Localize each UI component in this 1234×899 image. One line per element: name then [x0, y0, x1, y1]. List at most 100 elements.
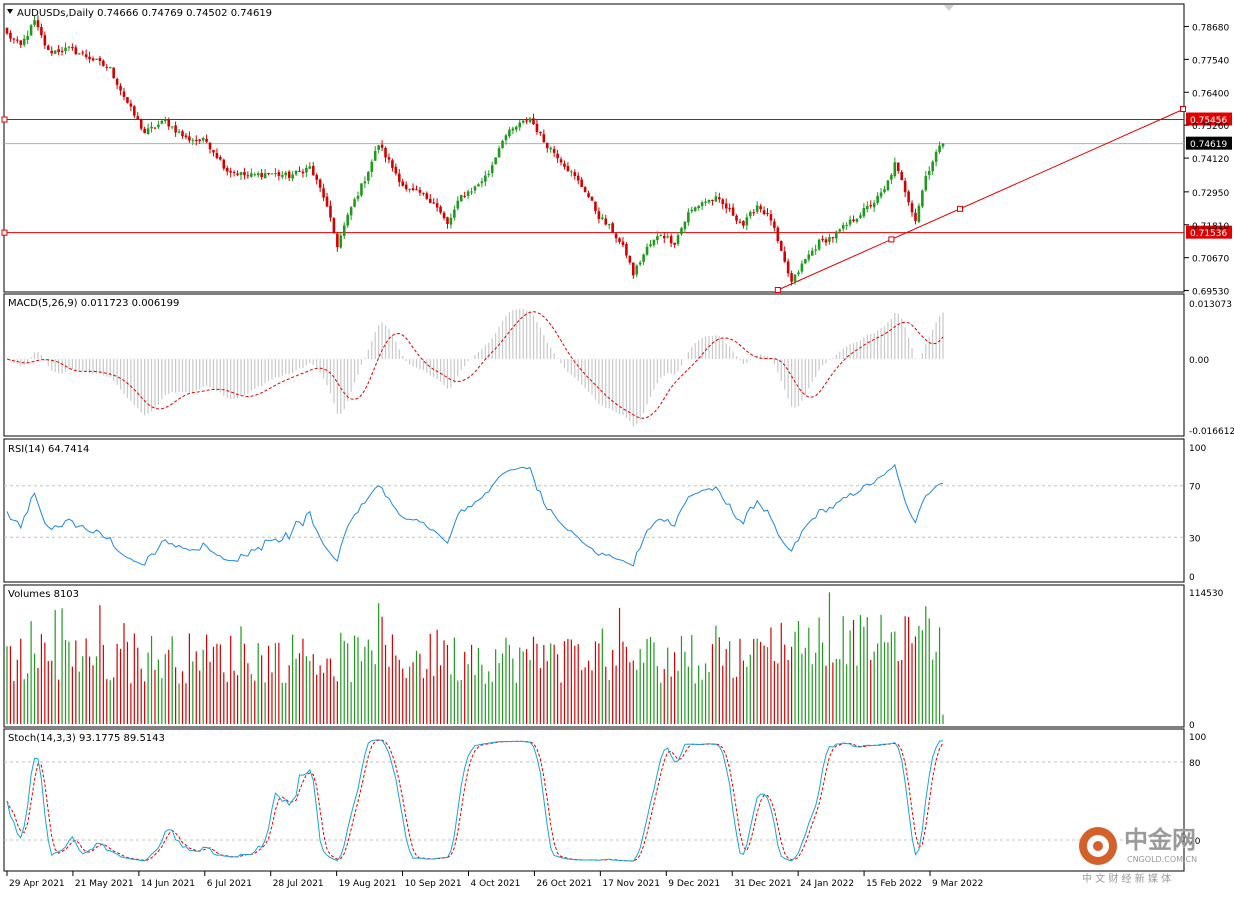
candle-body	[263, 173, 267, 179]
candle-body	[29, 25, 33, 36]
rsi-line	[6, 463, 944, 567]
candle-body	[724, 203, 728, 209]
watermark-caption: 中 文 财 经 新 媒 体	[1082, 872, 1171, 885]
candle-body	[305, 167, 308, 173]
candle-body	[821, 238, 824, 240]
candle-body	[776, 227, 780, 241]
price-tick-label: 0.74120	[1192, 155, 1229, 165]
candle-body	[673, 242, 676, 245]
candle-body	[845, 224, 848, 226]
candle-body	[311, 165, 315, 176]
candle-body	[270, 173, 274, 175]
candle-body	[53, 50, 57, 54]
candle-body	[718, 197, 721, 200]
candle-body	[16, 39, 19, 41]
candle-body	[518, 122, 522, 128]
rsi-tick-label: 100	[1189, 444, 1206, 454]
price-panel-frame	[3, 3, 1185, 293]
candle-body	[828, 237, 831, 242]
candle-body	[112, 67, 115, 78]
candle-body	[229, 171, 232, 173]
trendline-handle[interactable]	[774, 287, 781, 293]
candle-body	[917, 205, 921, 222]
candle-body	[508, 129, 511, 137]
candle-body	[115, 78, 119, 85]
volume-tick-label: 0	[1189, 721, 1195, 731]
candle-body	[773, 221, 776, 228]
candle-body	[243, 172, 246, 176]
candle-body	[136, 116, 140, 120]
candle-body	[690, 209, 694, 212]
candle-body	[714, 196, 718, 202]
candle-body	[490, 165, 494, 174]
watermark: 中金网 CNGOLD.COM.CN 中 文 财 经 新 媒 体	[1079, 826, 1197, 885]
candle-body	[360, 183, 363, 196]
candle-body	[614, 233, 618, 239]
candle-body	[274, 173, 277, 175]
candle-body	[439, 206, 442, 213]
candle-body	[377, 145, 380, 150]
candle-body	[336, 233, 339, 248]
level-handle[interactable]	[1, 116, 8, 123]
candle-body	[239, 172, 243, 176]
date-tick-label: 9 Mar 2022	[932, 879, 983, 889]
candle-body	[669, 235, 673, 244]
candle-body	[532, 118, 535, 125]
candle-body	[587, 193, 590, 198]
candle-body	[652, 239, 656, 246]
date-tick-label: 26 Oct 2021	[536, 879, 592, 889]
candle-body	[862, 208, 866, 217]
volume-panel[interactable]: 114530 0 Volumes 8103	[3, 584, 1224, 731]
candle-body	[177, 131, 181, 133]
candle-body	[473, 186, 477, 191]
trendline-handle[interactable]	[957, 205, 963, 212]
candle-body	[525, 120, 528, 122]
candle-body	[931, 161, 934, 172]
candle-body	[170, 126, 174, 128]
level-handle[interactable]	[1, 229, 8, 236]
rsi-panel-label: RSI(14) 64.7414	[8, 444, 89, 455]
trendline-handle[interactable]	[888, 236, 895, 243]
trendline[interactable]	[777, 108, 1185, 291]
scroll-marker-icon[interactable]	[944, 5, 954, 11]
rsi-tick-label: 0	[1189, 573, 1195, 583]
candle-body	[752, 212, 756, 214]
candle-body	[370, 161, 374, 172]
candle-body	[380, 144, 384, 148]
candle-body	[71, 46, 74, 49]
candle-body	[60, 51, 64, 53]
candle-body	[250, 173, 253, 177]
dropdown-triangle-icon[interactable]	[7, 9, 13, 14]
candle-body	[466, 191, 470, 196]
candle-body	[556, 153, 559, 159]
macd-panel[interactable]: 0.013073 0.00 -0.016612 MACD(5,26,9) 0.011…	[3, 293, 1234, 437]
date-tick-label: 17 Nov 2021	[602, 879, 660, 889]
candle-body	[22, 38, 26, 45]
candle-body	[566, 166, 570, 172]
candle-body	[645, 246, 649, 255]
candle-body	[67, 46, 71, 48]
stoch-panel[interactable]: 100 80 20 Stoch(14,3,3) 93.1775 89.5143	[3, 728, 1206, 872]
candle-body	[748, 211, 752, 217]
stoch-tick-label: 20	[1189, 837, 1201, 847]
macd-tick-label: -0.016612	[1189, 427, 1234, 437]
stoch-tick-label: 100	[1189, 733, 1206, 743]
candle-body	[391, 160, 394, 168]
candle-body	[800, 263, 804, 272]
candle-body	[291, 174, 294, 179]
candle-body	[628, 256, 632, 263]
candle-body	[442, 212, 446, 219]
candle-body	[697, 205, 700, 208]
candle-body	[298, 170, 301, 172]
candle-body	[731, 207, 735, 216]
candle-body	[456, 200, 460, 209]
rsi-panel[interactable]: 100 70 30 0 RSI(14) 64.7414	[3, 438, 1206, 583]
candle-body	[607, 224, 611, 226]
candle-body	[5, 27, 9, 34]
candle-body	[64, 47, 67, 52]
candle-body	[618, 238, 621, 242]
price-panel[interactable]: 0.75456 0.71536 0.74619 0.78680 0.77540 0.76…	[1, 3, 1232, 298]
candle-body	[33, 20, 36, 25]
trendline-handle[interactable]	[1180, 106, 1186, 113]
